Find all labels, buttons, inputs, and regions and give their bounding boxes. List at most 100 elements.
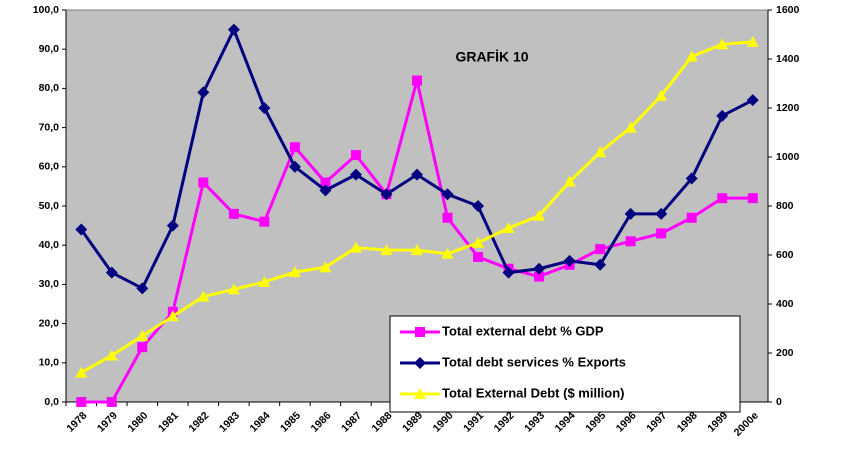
x-tick-label: 1981 [156, 409, 181, 434]
data-point [685, 172, 698, 185]
y2-tick-label: 200 [776, 347, 794, 359]
y-tick-label: 80,0 [39, 82, 60, 94]
data-point [441, 247, 454, 259]
x-tick-label: 1993 [522, 409, 547, 434]
data-point [442, 212, 453, 223]
data-point [380, 188, 393, 201]
x-tick-label: 1983 [217, 409, 242, 434]
data-point [411, 168, 423, 181]
data-point [137, 342, 148, 353]
legend [389, 315, 741, 413]
data-point [105, 349, 118, 361]
legend-label: Total external debt % GDP [442, 323, 604, 338]
data-point [197, 86, 210, 99]
data-point [563, 254, 576, 267]
data-point [105, 266, 118, 279]
data-point [716, 109, 729, 122]
x-tick-label: 1978 [64, 409, 89, 434]
y2-tick-label: 1200 [776, 102, 800, 114]
data-point [136, 329, 149, 341]
y-tick-label: 20,0 [39, 317, 60, 329]
data-point [288, 266, 301, 278]
x-tick-label: 1990 [431, 409, 456, 434]
data-point [380, 244, 393, 256]
x-tick-label: 1982 [186, 409, 211, 434]
y2-tick-label: 1400 [776, 53, 800, 65]
data-point [411, 244, 423, 256]
data-point [75, 366, 88, 378]
y-tick-label: 10,0 [39, 357, 60, 369]
x-tick-label: 1998 [675, 409, 700, 434]
data-point [533, 209, 546, 221]
data-point [746, 94, 759, 107]
data-point [228, 208, 239, 219]
data-point [594, 258, 607, 271]
x-tick-label: 1985 [278, 409, 303, 434]
x-tick-label: 1991 [461, 409, 486, 434]
legend-marker [414, 388, 426, 399]
data-point [106, 397, 117, 407]
legend-marker [415, 327, 425, 337]
x-tick-label: 1989 [400, 409, 425, 434]
y2-tick-label: 0 [776, 396, 782, 408]
data-point [198, 177, 209, 188]
data-point [563, 175, 576, 187]
data-point [259, 216, 270, 227]
y2-tick-label: 400 [776, 298, 794, 310]
data-point [472, 236, 485, 248]
data-point [288, 160, 301, 173]
data-point [685, 50, 698, 62]
data-point [412, 75, 422, 86]
data-point [349, 241, 362, 253]
data-point [75, 223, 88, 236]
data-point [166, 219, 179, 232]
data-point [258, 275, 271, 287]
data-point [533, 262, 546, 275]
x-tick-label: 2000e [732, 409, 761, 438]
y-tick-label: 40,0 [39, 239, 60, 251]
data-point [624, 121, 637, 133]
x-tick-label: 1987 [339, 409, 364, 434]
data-point [502, 222, 515, 234]
data-point [319, 184, 332, 197]
data-point [227, 23, 240, 36]
legend-marker [414, 357, 426, 369]
data-point [473, 251, 484, 262]
y2-tick-label: 600 [776, 249, 794, 261]
data-point [441, 188, 454, 201]
data-point [717, 193, 728, 204]
data-point [655, 89, 668, 101]
data-point [166, 310, 179, 322]
x-tick-label: 1995 [583, 409, 608, 434]
y-tick-label: 90,0 [39, 43, 60, 55]
x-tick-label: 1999 [705, 409, 730, 434]
y-tick-label: 60,0 [39, 161, 60, 173]
data-point [594, 146, 607, 158]
data-point [747, 193, 758, 204]
y2-tick-label: 1600 [776, 4, 800, 16]
data-point [349, 168, 362, 181]
x-tick-label: 1988 [370, 409, 395, 434]
y-tick-label: 0,0 [44, 396, 59, 408]
data-point [289, 142, 300, 153]
y-tick-label: 50,0 [39, 200, 60, 212]
data-point [595, 244, 606, 255]
y2-tick-label: 1000 [776, 151, 800, 163]
data-point [624, 207, 637, 220]
data-point [656, 228, 667, 239]
legend-label: Total debt services % Exports [442, 354, 626, 369]
data-point [136, 282, 149, 295]
x-tick-label: 1980 [125, 409, 150, 434]
data-point [319, 261, 332, 273]
y2-tick-label: 800 [776, 200, 794, 212]
data-point [746, 35, 759, 47]
data-point [686, 212, 697, 223]
data-point [625, 236, 636, 247]
data-point [227, 283, 240, 295]
data-point [197, 290, 210, 302]
y-tick-label: 30,0 [39, 278, 60, 290]
legend-label: Total External Debt ($ million) [442, 385, 625, 400]
x-tick-label: 1994 [553, 409, 578, 434]
data-point [472, 200, 485, 212]
